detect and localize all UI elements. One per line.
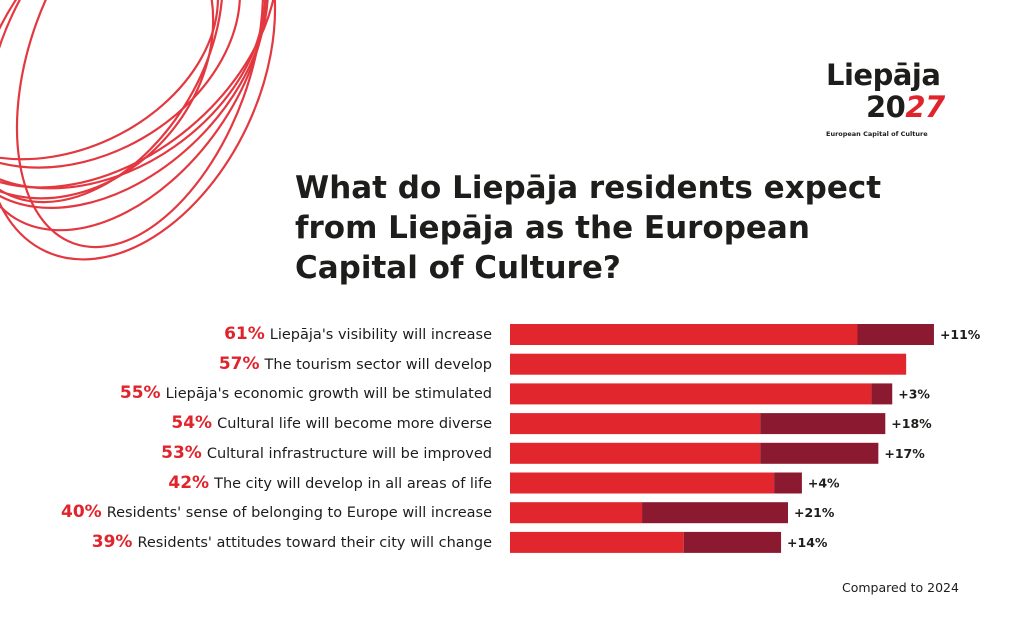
row-label: 57% The tourism sector will develop [219, 354, 492, 375]
value-label: 39% [91, 531, 133, 552]
change-label: +3% [898, 386, 930, 401]
row-label: 55% Liepāja's economic growth will be sti… [120, 383, 492, 404]
value-label: 42% [168, 472, 210, 493]
change-label: +17% [884, 446, 925, 461]
value-label: 61% [224, 324, 265, 344]
change-label: +4% [808, 476, 840, 491]
bar [510, 413, 761, 435]
bar [510, 383, 872, 405]
chart-title: What do Liepāja residents expect from Li… [295, 170, 882, 286]
value-label: 40% [60, 502, 102, 523]
decorative-red-loops [0, 0, 279, 261]
change-label: +18% [891, 416, 932, 431]
category-label: The city will develop in all areas of li… [214, 475, 492, 492]
bar [510, 472, 775, 494]
value-label: 53% [161, 442, 202, 463]
bar-change-segment [760, 413, 886, 435]
change-label: +14% [787, 535, 828, 550]
bar-change-segment [683, 531, 782, 553]
logo-tagline: European Capital of Culture [826, 130, 928, 138]
row-label: 54% Cultural life will become more divers… [171, 413, 492, 434]
bar [510, 502, 643, 524]
category-label: Residents' attitudes toward their city w… [137, 534, 492, 551]
value-label: 54% [171, 413, 213, 434]
logo-name: Liepāja [826, 58, 941, 92]
footnote: Compared to 2024 [842, 580, 959, 595]
row-label: 53% Cultural infrastructure will be impro… [161, 443, 492, 464]
category-label: Cultural infrastructure will be improved [206, 445, 492, 462]
value-label: 57% [218, 353, 260, 374]
bar-change-segment [774, 472, 802, 494]
bar-change-segment [642, 502, 788, 524]
liepaja-2027-logo: Liepāja 2027 European Capital of Culture [826, 58, 976, 148]
value-label: 55% [119, 383, 161, 404]
bar [510, 531, 684, 553]
row-label: 39% Residents' attitudes toward their cit… [92, 532, 492, 553]
change-label: +21% [794, 505, 835, 520]
logo-year: 2027 [866, 90, 945, 124]
bar-change-segment [760, 442, 879, 464]
row-label: 42% The city will develop in all areas of… [168, 473, 492, 494]
bar [510, 442, 761, 464]
category-label: Cultural life will become more diverse [217, 416, 492, 433]
category-label: Liepāja's visibility will increase [269, 327, 492, 343]
row-label: 40% Residents' sense of belonging to Euro… [61, 502, 492, 523]
category-label: The tourism sector will develop [264, 356, 492, 373]
category-label: Residents' sense of belonging to Europe … [106, 505, 492, 522]
bar-change-segment [857, 324, 934, 345]
category-label: Liepāja's economic growth will be stimul… [165, 386, 492, 403]
bar [510, 353, 907, 375]
bar-change-segment [871, 383, 893, 405]
bar [510, 324, 858, 345]
row-label: 61% Liepāja's visibility will increase [224, 324, 492, 345]
change-label: +11% [940, 327, 981, 342]
